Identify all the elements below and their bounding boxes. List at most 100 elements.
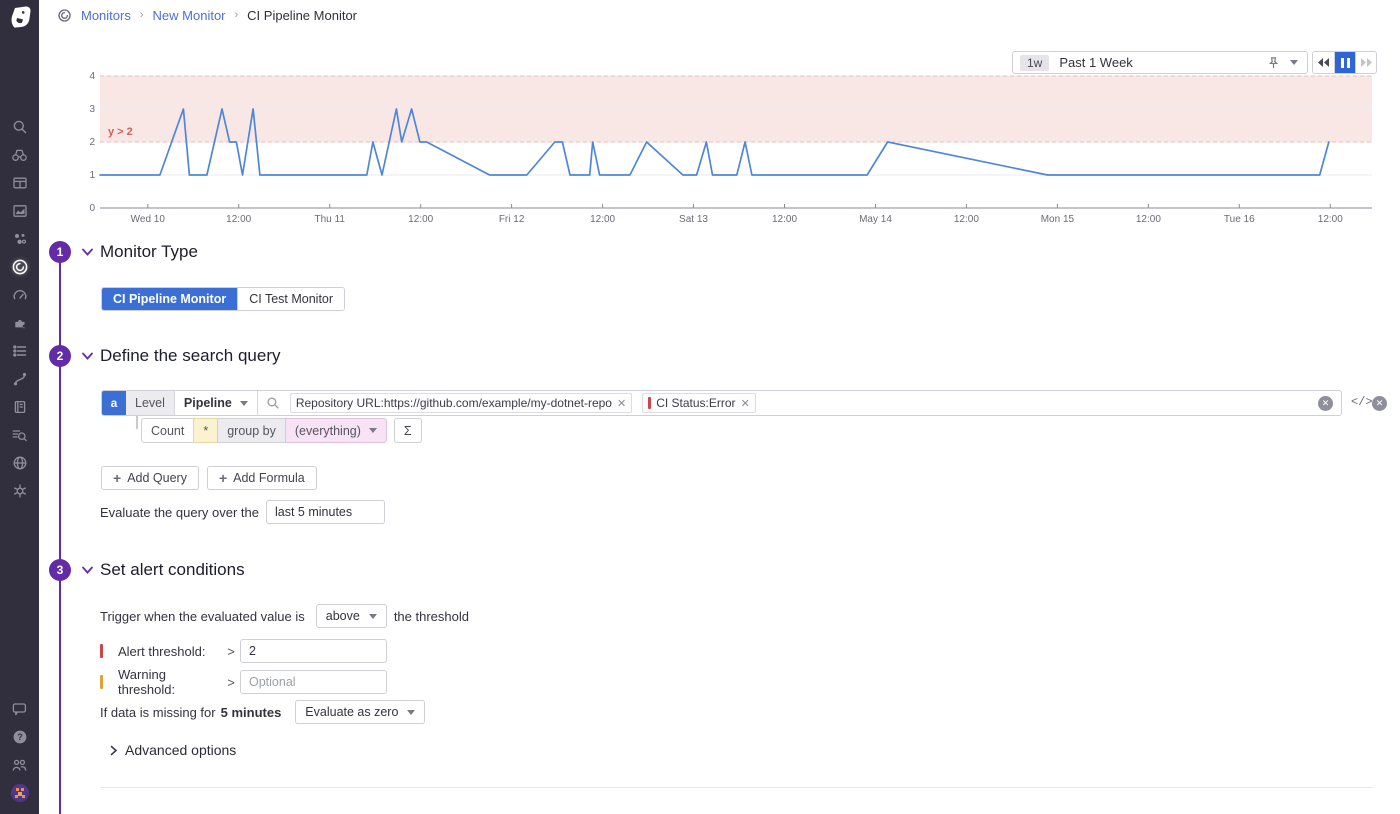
svg-text:2: 2 — [89, 137, 95, 148]
query-level-label: Level — [126, 391, 175, 415]
svg-text:Thu 11: Thu 11 — [315, 214, 346, 225]
svg-text:Mon 15: Mon 15 — [1041, 214, 1075, 225]
group-by-dropdown[interactable]: (everything) — [284, 418, 387, 443]
error-status-bar — [648, 397, 652, 409]
user-avatar[interactable] — [0, 781, 39, 805]
security-icon[interactable] — [0, 451, 39, 475]
plus-icon: + — [218, 470, 228, 486]
evaluate-row: Evaluate the query over the — [100, 500, 385, 524]
count-dropdown[interactable]: Count — [141, 418, 195, 443]
ci-visibility-icon[interactable] — [0, 479, 39, 503]
alert-operator: > — [227, 643, 235, 659]
aggregation-row: Count * group by (everything) Σ — [141, 418, 422, 443]
svg-text:12:00: 12:00 — [408, 214, 433, 225]
step-connector-line — [59, 252, 61, 814]
watchdog-icon[interactable] — [0, 143, 39, 167]
breadcrumb-new-monitor[interactable]: New Monitor — [152, 7, 226, 23]
advanced-options-toggle[interactable]: Advanced options — [110, 742, 236, 758]
remove-query-icon[interactable]: ✕ — [1372, 396, 1387, 411]
app-sidebar: ? — [0, 0, 39, 814]
section-1-title: Monitor Type — [100, 242, 198, 261]
group-by-label: group by — [217, 418, 286, 443]
dashboards-icon[interactable] — [0, 171, 39, 195]
pause-icon — [1340, 57, 1350, 68]
svg-text:12:00: 12:00 — [772, 214, 797, 225]
monitor-preview-chart[interactable]: Wed 10 12:00 Thu 11 12:00 Fri 12 12:00 Sat 13 1… — [86, 70, 1376, 228]
chevron-right-icon — [110, 745, 118, 755]
missing-data-dropdown[interactable]: Evaluate as zero — [295, 700, 426, 724]
query-level-dropdown[interactable]: Pipeline — [175, 391, 258, 415]
apm-traces-icon[interactable] — [0, 367, 39, 391]
group-by-caret-icon — [368, 428, 377, 433]
trigger-prefix: Trigger when the evaluated value is — [100, 608, 305, 624]
section-3-collapse-chevron-icon[interactable] — [81, 565, 94, 575]
tab-ci-test-monitor[interactable]: CI Test Monitor — [237, 288, 345, 310]
remove-filter-icon[interactable]: ✕ — [616, 397, 627, 410]
add-formula-button[interactable]: + Add Formula — [206, 466, 317, 490]
add-query-button[interactable]: + Add Query — [101, 466, 199, 490]
filter-chip-ci-status[interactable]: CI Status:Error ✕ — [642, 393, 756, 413]
section-3-title: Set alert conditions — [100, 560, 245, 579]
svg-text:12:00: 12:00 — [1318, 214, 1343, 225]
trigger-caret-icon — [368, 613, 377, 619]
integrations-icon[interactable] — [0, 311, 39, 335]
plus-icon: + — [113, 470, 122, 486]
svg-text:Sat 13: Sat 13 — [679, 214, 708, 225]
breadcrumb-current: CI Pipeline Monitor — [247, 7, 357, 23]
trigger-operator-dropdown[interactable]: above — [315, 604, 387, 628]
count-star-value[interactable]: * — [193, 418, 219, 443]
team-icon[interactable] — [0, 753, 39, 777]
metrics-icon[interactable] — [0, 199, 39, 223]
alert-threshold-input[interactable] — [240, 639, 387, 663]
rewind-button[interactable] — [1313, 52, 1334, 73]
warning-threshold-input[interactable] — [240, 670, 387, 694]
tab-ci-pipeline-monitor[interactable]: CI Pipeline Monitor — [102, 288, 238, 310]
svg-text:Wed 10: Wed 10 — [131, 214, 166, 225]
time-range-selector[interactable]: 1w Past 1 Week — [1012, 51, 1308, 74]
step-3-number: 3 — [49, 559, 71, 581]
search-icon[interactable] — [0, 115, 39, 139]
svg-text:0: 0 — [89, 203, 95, 214]
svg-text:12:00: 12:00 — [590, 214, 615, 225]
warning-operator: > — [227, 674, 235, 690]
time-range-caret-icon[interactable] — [1290, 60, 1298, 65]
alert-severity-bar — [100, 644, 103, 658]
breadcrumb-monitors[interactable]: Monitors — [81, 7, 131, 23]
fast-forward-button[interactable] — [1355, 52, 1376, 73]
magnifier-icon — [266, 396, 280, 410]
section-1-collapse-chevron-icon[interactable] — [81, 247, 94, 257]
pin-icon[interactable] — [1267, 56, 1280, 69]
monitors-breadcrumb-icon — [57, 8, 72, 23]
advanced-options-label: Advanced options — [125, 742, 237, 758]
query-search-field[interactable]: Repository URL:https://github.com/exampl… — [258, 391, 1341, 415]
filter-chip-repository[interactable]: Repository URL:https://github.com/exampl… — [289, 393, 633, 413]
evaluate-label: Evaluate the query over the — [100, 504, 259, 520]
log-explorer-icon[interactable] — [0, 423, 39, 447]
clear-query-icon[interactable]: ✕ — [1318, 395, 1333, 411]
missing-data-row: If data is missing for 5 minutes Evaluat… — [100, 700, 426, 724]
datadog-logo[interactable] — [7, 4, 33, 30]
trigger-condition-row: Trigger when the evaluated value is abov… — [100, 604, 469, 628]
section-2-collapse-chevron-icon[interactable] — [81, 351, 94, 361]
monitors-icon-active[interactable] — [0, 255, 39, 279]
step-1-number: 1 — [49, 241, 71, 263]
logs-icon[interactable] — [0, 395, 39, 419]
missing-data-caret-icon — [407, 709, 416, 715]
infrastructure-icon[interactable] — [0, 227, 39, 251]
evaluate-window-input[interactable] — [266, 500, 385, 524]
warning-severity-bar — [100, 675, 103, 689]
sigma-function-button[interactable]: Σ — [393, 418, 422, 443]
breadcrumb-separator: › — [139, 9, 144, 21]
section-divider — [100, 787, 1373, 788]
pause-button[interactable] — [1334, 52, 1355, 73]
step-2-number: 2 — [49, 345, 71, 367]
svg-text:3: 3 — [89, 104, 95, 115]
events-list-icon[interactable] — [0, 339, 39, 363]
slo-gauge-icon[interactable] — [0, 283, 39, 307]
code-view-icon[interactable]: </> — [1351, 395, 1373, 409]
query-actions: + Add Query + Add Formula — [101, 466, 317, 490]
help-icon[interactable]: ? — [0, 725, 39, 749]
chat-icon[interactable] — [0, 697, 39, 721]
remove-filter-icon[interactable]: ✕ — [740, 397, 750, 410]
svg-text:Tue 16: Tue 16 — [1224, 214, 1255, 225]
